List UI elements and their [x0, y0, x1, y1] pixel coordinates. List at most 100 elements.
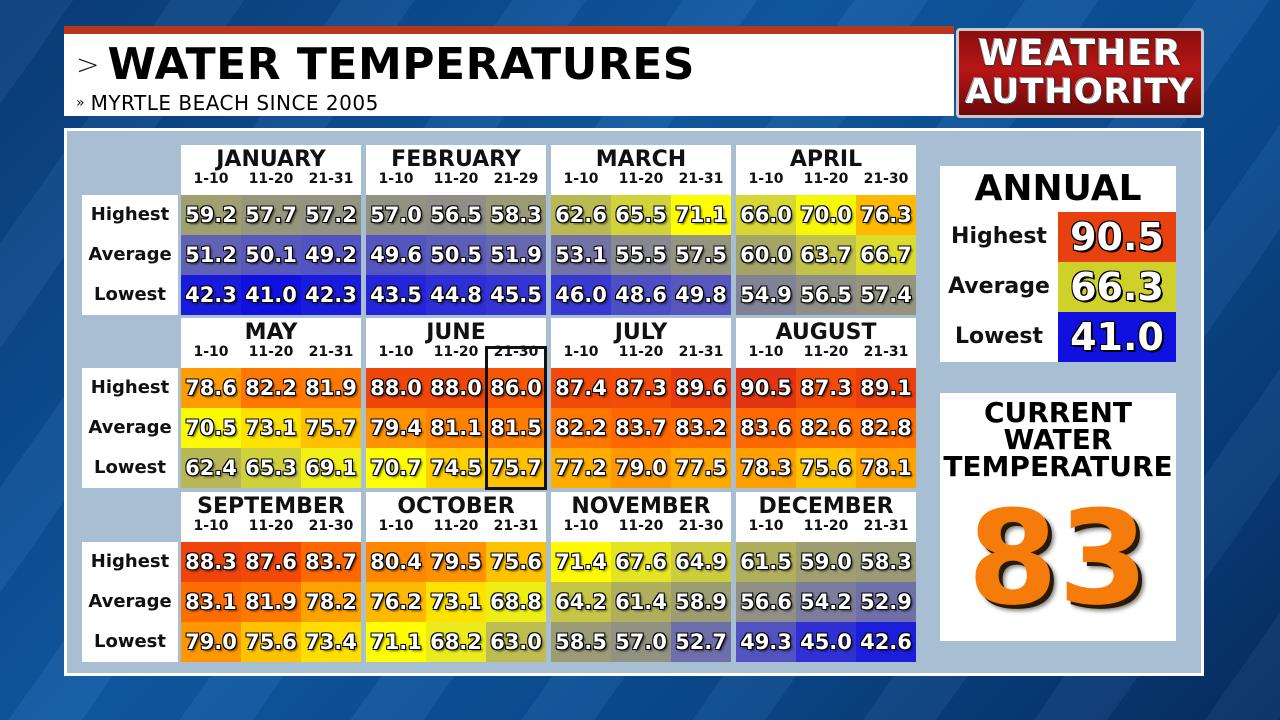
row-label-lowest: Lowest: [82, 275, 178, 315]
temp-cell: 59.0: [796, 542, 856, 582]
month-name: SEPTEMBER: [197, 494, 345, 519]
row-label-highest: Highest: [82, 195, 178, 235]
month-name: DECEMBER: [758, 494, 894, 519]
row-label-average: Average: [82, 235, 178, 275]
page-title: WATER TEMPERATURES: [107, 38, 695, 90]
current-temperature-value: 83: [967, 482, 1149, 634]
date-range-label: 1-10: [748, 171, 784, 187]
temp-cell: 57.7: [241, 195, 301, 235]
date-range-label: 21-30: [308, 518, 354, 534]
temp-cell: 52.7: [671, 622, 731, 662]
temp-cell: 86.0: [486, 368, 546, 408]
temp-cell: 81.9: [301, 368, 361, 408]
month-header-january: JANUARY 1-10 11-20 21-31: [181, 145, 361, 195]
temp-cell: 89.6: [671, 368, 731, 408]
temp-cell: 70.0: [796, 195, 856, 235]
temp-cell: 90.5: [736, 368, 796, 408]
temp-cell: 63.7: [796, 235, 856, 275]
date-range-label: 11-20: [248, 171, 294, 187]
temp-cell: 89.1: [856, 368, 916, 408]
month-header-december: DECEMBER 1-10 11-20 21-31: [736, 492, 916, 542]
month-header-june: JUNE 1-10 11-20 21-30: [366, 318, 546, 368]
temp-cell: 49.3: [736, 622, 796, 662]
temp-cell: 88.0: [426, 368, 486, 408]
temp-cell: 83.2: [671, 408, 731, 448]
temp-cell: 57.0: [611, 622, 671, 662]
row-label-highest: Highest: [82, 542, 178, 582]
temp-cell: 58.9: [671, 582, 731, 622]
temp-cell: 61.4: [611, 582, 671, 622]
double-chevron-icon: »: [76, 95, 85, 111]
temp-cell: 58.3: [486, 195, 546, 235]
temp-cell: 66.7: [856, 235, 916, 275]
temp-cell: 50.5: [426, 235, 486, 275]
month-header-november: NOVEMBER 1-10 11-20 21-30: [551, 492, 731, 542]
temp-cell: 79.0: [181, 622, 241, 662]
temp-cell: 80.4: [366, 542, 426, 582]
temp-cell: 65.3: [241, 448, 301, 488]
temp-cell: 41.0: [241, 275, 301, 315]
month-name: JUNE: [426, 320, 486, 345]
date-range-label: 21-31: [678, 344, 724, 360]
temp-cell: 70.5: [181, 408, 241, 448]
temp-cell: 65.5: [611, 195, 671, 235]
temp-cell: 73.4: [301, 622, 361, 662]
temp-cell: 45.0: [796, 622, 856, 662]
month-header-april: APRIL 1-10 11-20 21-30: [736, 145, 916, 195]
temp-cell: 62.6: [551, 195, 611, 235]
month-header-may: MAY 1-10 11-20 21-31: [181, 318, 361, 368]
temp-cell: 73.1: [241, 408, 301, 448]
temp-cell: 58.3: [856, 542, 916, 582]
date-range-label: 1-10: [563, 344, 599, 360]
date-range-label: 21-30: [863, 171, 909, 187]
date-range-label: 1-10: [193, 518, 229, 534]
annual-title: ANNUAL: [974, 168, 1142, 209]
temp-cell: 76.3: [856, 195, 916, 235]
temp-cell: 54.2: [796, 582, 856, 622]
temp-cell: 49.6: [366, 235, 426, 275]
temp-cell: 54.9: [736, 275, 796, 315]
date-range-label: 11-20: [618, 344, 664, 360]
temp-cell: 50.1: [241, 235, 301, 275]
logo-line-1: WEATHER: [978, 33, 1182, 74]
temp-cell: 75.6: [241, 622, 301, 662]
temp-cell: 49.2: [301, 235, 361, 275]
temp-cell: 83.7: [611, 408, 671, 448]
month-header-september: SEPTEMBER 1-10 11-20 21-30: [181, 492, 361, 542]
temp-cell: 61.5: [736, 542, 796, 582]
temp-cell: 69.1: [301, 448, 361, 488]
temp-cell: 83.6: [736, 408, 796, 448]
temp-cell: 57.2: [301, 195, 361, 235]
date-range-label: 1-10: [378, 171, 414, 187]
month-header-february: FEBRUARY 1-10 11-20 21-29: [366, 145, 546, 195]
date-range-label: 11-20: [433, 171, 479, 187]
temp-cell: 66.0: [736, 195, 796, 235]
date-range-label: 11-20: [618, 518, 664, 534]
current-title-line: WATER: [1003, 423, 1113, 456]
temp-cell: 88.0: [366, 368, 426, 408]
weather-authority-logo: WEATHER AUTHORITY: [956, 28, 1204, 118]
row-label-lowest: Lowest: [82, 622, 178, 662]
date-range-label: 21-31: [863, 518, 909, 534]
temp-cell: 73.1: [426, 582, 486, 622]
month-name: MAY: [244, 320, 298, 345]
temp-cell: 44.8: [426, 275, 486, 315]
temp-cell: 52.9: [856, 582, 916, 622]
subtitle-row: » MYRTLE BEACH SINCE 2005: [76, 91, 379, 115]
temp-cell: 53.1: [551, 235, 611, 275]
month-name: AUGUST: [775, 320, 877, 345]
date-range-label: 1-10: [748, 344, 784, 360]
temp-cell: 78.6: [181, 368, 241, 408]
temp-cell: 57.5: [671, 235, 731, 275]
date-range-label: 21-30: [678, 518, 724, 534]
date-range-label: 21-31: [678, 171, 724, 187]
date-range-label: 11-20: [803, 171, 849, 187]
temp-cell: 79.0: [611, 448, 671, 488]
chevron-right-icon: >: [76, 47, 100, 81]
temp-cell: 51.2: [181, 235, 241, 275]
date-range-label: 1-10: [563, 518, 599, 534]
temp-cell: 75.7: [301, 408, 361, 448]
date-range-label: 1-10: [563, 171, 599, 187]
temp-cell: 77.2: [551, 448, 611, 488]
temp-cell: 79.4: [366, 408, 426, 448]
